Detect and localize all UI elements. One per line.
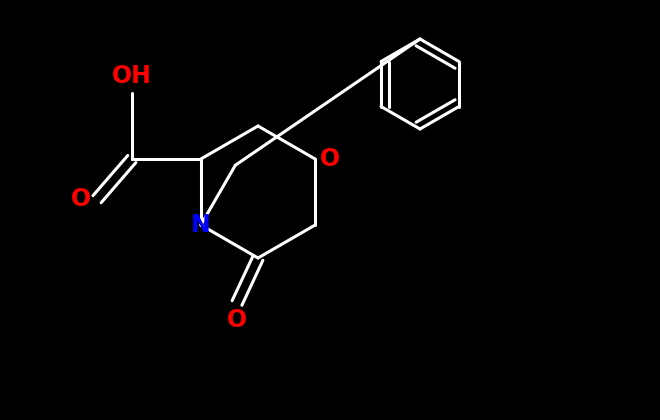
- Text: OH: OH: [112, 64, 152, 88]
- Text: O: O: [320, 147, 340, 171]
- Text: O: O: [71, 187, 91, 211]
- Text: O: O: [227, 308, 247, 332]
- Text: N: N: [191, 213, 211, 237]
